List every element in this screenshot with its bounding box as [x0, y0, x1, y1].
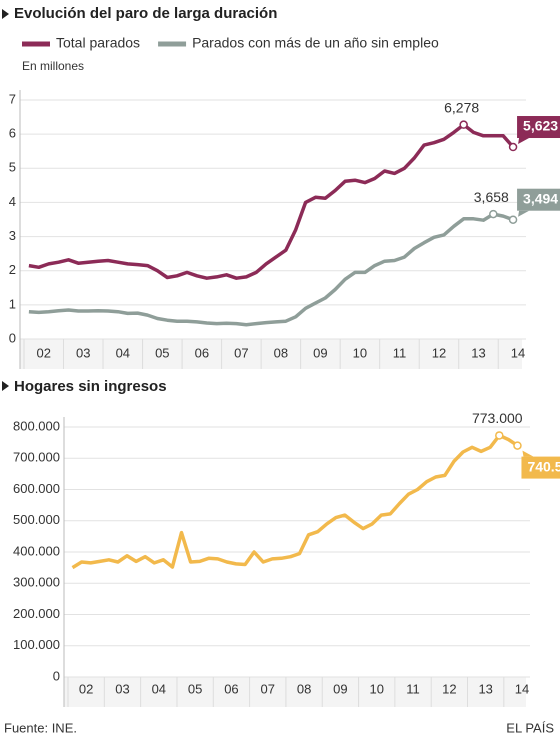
point-marker: [508, 215, 518, 224]
brand: EL PAÍS: [506, 720, 554, 735]
y-tick-label: 0: [53, 668, 60, 683]
x-tick-label: 06: [224, 681, 238, 696]
y-tick-label: 3: [9, 228, 16, 243]
value-box: [517, 188, 560, 211]
value-callout: 5,623: [517, 116, 560, 145]
x-tick-label: 03: [76, 345, 90, 360]
title-marker: [2, 9, 9, 19]
x-tick-label: 04: [116, 345, 130, 360]
value-callout: 3,494: [517, 188, 560, 217]
x-tick-label: 14: [515, 681, 529, 696]
point-marker: [508, 142, 518, 152]
value-label: 740.500: [527, 458, 560, 474]
value-label: 773.000: [472, 410, 523, 426]
point-marker: [495, 431, 504, 440]
y-tick-label: 1: [9, 296, 16, 311]
x-tick-label: 10: [369, 681, 383, 696]
x-tick-label: 13: [478, 681, 492, 696]
legend-label: Parados con más de un año sin empleo: [192, 35, 439, 51]
x-tick-label: 02: [79, 681, 93, 696]
x-tick-label: 10: [353, 345, 367, 360]
value-box-pointer: [518, 138, 530, 145]
x-tick-label: 08: [274, 345, 288, 360]
series-line: [28, 122, 515, 280]
y-tick-label: 6: [9, 126, 16, 141]
value-label: 3,494: [523, 190, 558, 206]
x-tick-label: 11: [406, 681, 420, 696]
value-label: 5,623: [523, 118, 558, 134]
x-tick-label: 05: [155, 345, 169, 360]
x-tick-label: 09: [333, 681, 347, 696]
x-tick-label: 12: [432, 345, 446, 360]
value-box-pointer: [522, 450, 534, 457]
x-tick-label: 07: [261, 681, 275, 696]
x-tick-label: 11: [393, 345, 407, 360]
y-tick-label: 500.000: [13, 512, 60, 527]
title-marker: [2, 381, 9, 391]
x-axis-band: [20, 339, 522, 369]
y-tick-label: 4: [9, 194, 16, 209]
x-tick-label: 07: [234, 345, 248, 360]
point-marker: [459, 120, 468, 129]
point-marker: [513, 441, 522, 450]
y-tick-label: 600.000: [13, 481, 60, 496]
y-tick-label: 800.000: [13, 418, 60, 433]
value-callout: 740.500: [521, 450, 560, 479]
x-tick-label: 09: [313, 345, 327, 360]
y-tick-label: 400.000: [13, 543, 60, 558]
x-tick-label: 02: [37, 345, 51, 360]
value-box: [517, 116, 560, 139]
point-marker: [489, 209, 498, 219]
y-tick-label: 200.000: [13, 606, 60, 621]
x-tick-label: 08: [297, 681, 311, 696]
x-tick-label: 03: [115, 681, 129, 696]
y-tick-label: 7: [9, 91, 16, 106]
x-tick-label: 13: [471, 345, 485, 360]
value-label: 3,658: [474, 189, 509, 205]
series-line: [28, 212, 514, 327]
x-tick-label: 04: [152, 681, 166, 696]
source: Fuente: INE.: [4, 720, 77, 735]
x-tick-label: 12: [442, 681, 456, 696]
y-tick-label: 5: [9, 160, 16, 175]
x-axis-band: [64, 677, 526, 707]
legend-label: Total parados: [56, 35, 140, 51]
y-axis-label: En millones: [22, 59, 84, 73]
chart-title: Hogares sin ingresos: [14, 378, 167, 395]
series-line: [71, 433, 519, 570]
x-tick-label: 06: [195, 345, 209, 360]
x-tick-label: 14: [511, 345, 525, 360]
y-tick-label: 0: [9, 330, 16, 345]
y-tick-label: 700.000: [13, 450, 60, 465]
y-tick-label: 300.000: [13, 575, 60, 590]
value-box-pointer: [518, 210, 530, 217]
y-tick-label: 100.000: [13, 637, 60, 652]
x-tick-label: 05: [188, 681, 202, 696]
value-box: [521, 456, 560, 479]
value-label: 6,278: [444, 99, 479, 115]
y-tick-label: 2: [9, 262, 16, 277]
chart-title: Evolución del paro de larga duración: [14, 5, 277, 22]
